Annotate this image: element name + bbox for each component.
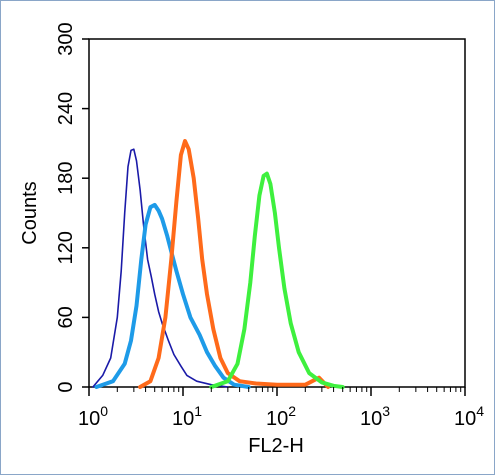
series-line xyxy=(209,171,345,389)
y-tick-label: 60 xyxy=(55,306,77,328)
x-tick-label: 102 xyxy=(266,403,296,430)
x-tick-label: 103 xyxy=(360,403,390,430)
y-tick-label: 0 xyxy=(55,381,77,392)
y-axis-title: Counts xyxy=(19,181,41,244)
x-tick-label: 104 xyxy=(454,403,484,430)
series-line xyxy=(138,139,331,389)
series-line xyxy=(94,202,251,389)
series-layer xyxy=(92,139,345,389)
x-tick-label: 100 xyxy=(78,403,108,430)
plot-border xyxy=(88,38,466,388)
x-tick-label: 101 xyxy=(172,403,202,430)
axes: 0 60 120 180 240 300 100 101 102 103 104 xyxy=(55,22,484,430)
x-axis-title: FL2-H xyxy=(248,435,304,457)
plot-area xyxy=(88,38,466,388)
y-tick-label: 240 xyxy=(55,92,77,125)
y-tick-label: 120 xyxy=(55,231,77,264)
y-tick-label: 180 xyxy=(55,162,77,195)
y-tick-label: 300 xyxy=(55,22,77,55)
series-line xyxy=(92,148,229,388)
